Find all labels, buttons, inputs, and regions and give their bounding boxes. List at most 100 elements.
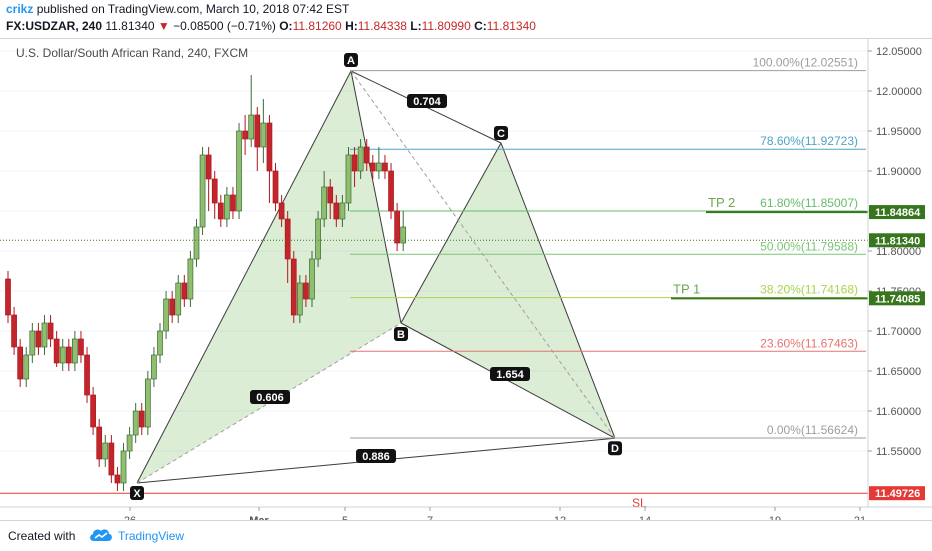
bullish-candle <box>296 282 303 316</box>
ratio-label: 1.654 <box>496 369 524 381</box>
tp1-label: TP 1 <box>673 281 700 296</box>
close-label: C: <box>474 19 487 33</box>
pattern-point-label: X <box>133 488 141 500</box>
y-tick-label: 12.05000 <box>876 46 922 58</box>
open-value: 11.81260 <box>292 19 342 33</box>
publish-line: crikz published on TradingView.com, Marc… <box>6 2 349 16</box>
bullish-candle <box>144 378 151 428</box>
bearish-candle <box>53 338 60 364</box>
header-divider <box>0 38 932 39</box>
ratio-label: 0.886 <box>362 451 390 463</box>
fib-level-label: 0.00%(11.56624) <box>767 423 858 437</box>
bearish-candle <box>114 474 121 484</box>
bullish-candle <box>41 322 48 348</box>
bearish-candle <box>181 282 188 300</box>
ratio-badge <box>407 94 447 108</box>
leg-xa <box>136 70 352 484</box>
bullish-candle <box>400 226 407 244</box>
bearish-candle <box>369 162 376 172</box>
pattern-point-label: C <box>497 128 505 140</box>
low-label: L: <box>410 19 422 33</box>
bullish-candle <box>315 218 321 260</box>
y-tick-label: 11.55000 <box>876 446 921 458</box>
bullish-candle <box>357 146 364 172</box>
pattern-point-label: B <box>397 329 405 341</box>
x-tick-label: 19 <box>769 515 781 520</box>
pattern-point-badge <box>130 486 144 500</box>
bullish-candle <box>120 450 127 484</box>
bullish-candle <box>102 442 109 460</box>
bearish-candle <box>11 314 17 348</box>
pattern-point-label: A <box>347 55 355 67</box>
bearish-candle <box>84 354 90 396</box>
pattern-point-badge <box>608 441 622 456</box>
bearish-candle <box>138 410 145 428</box>
bearish-candle <box>242 130 248 140</box>
bullish-candle <box>163 298 169 332</box>
y-tick-label: 11.70000 <box>876 326 921 338</box>
x-tick-label: 26 <box>124 515 136 520</box>
bearish-candle <box>78 338 84 356</box>
price-label-badge <box>869 233 925 248</box>
tradingview-cloud-icon <box>90 529 112 541</box>
bearish-candle <box>351 154 358 172</box>
bullish-candle <box>157 330 163 356</box>
bullish-candle <box>248 114 255 140</box>
tradingview-brand[interactable]: TradingView <box>118 529 185 543</box>
bearish-candle <box>394 210 400 244</box>
bearish-candle <box>278 202 285 220</box>
price-label-text: 11.49726 <box>875 488 920 500</box>
bullish-candle <box>199 154 206 228</box>
high-label: H: <box>345 19 358 33</box>
ratio-label: 0.606 <box>256 392 284 404</box>
bullish-candle <box>193 226 200 260</box>
bullish-candle <box>59 346 66 364</box>
ratio-label: 0.704 <box>413 96 441 108</box>
bearish-candle <box>272 170 279 204</box>
open-label: O: <box>279 19 293 33</box>
bearish-candle <box>96 426 103 460</box>
price-label-badge <box>869 205 925 220</box>
change-value: −0.08500 (−0.71%) <box>173 19 276 33</box>
x-tick-label: 7 <box>427 515 433 520</box>
bearish-candle <box>65 346 72 364</box>
symbol-label: FX:USDZAR, 240 <box>6 19 103 33</box>
bullish-candle <box>151 354 157 380</box>
bearish-candle <box>382 162 388 172</box>
price-label-text: 11.81340 <box>875 235 920 247</box>
bullish-candle <box>321 186 328 220</box>
created-with-label: Created with <box>8 529 76 543</box>
footer: Created with TradingView <box>0 520 932 551</box>
bearish-candle <box>303 282 309 300</box>
x-tick-label: 12 <box>554 515 566 520</box>
pattern-point-badge <box>344 53 358 67</box>
pattern-point-badge <box>494 126 508 140</box>
price-label-badge <box>869 291 925 306</box>
y-tick-label: 12.00000 <box>876 86 922 98</box>
bullish-candle <box>23 354 30 380</box>
close-value: 11.81340 <box>486 19 536 33</box>
bullish-candle <box>187 258 194 300</box>
bullish-candle <box>126 434 133 452</box>
fib-level-label: 100.00%(12.02551) <box>753 56 858 70</box>
bullish-candle <box>339 202 346 220</box>
published-text: published on TradingView.com, March 10, … <box>36 2 350 16</box>
bullish-candle <box>376 162 382 172</box>
bearish-candle <box>284 218 291 260</box>
fib-level-label: 38.20%(11.74168) <box>760 283 858 297</box>
bearish-candle <box>35 330 42 348</box>
bearish-candle <box>254 114 261 148</box>
bearish-candle <box>363 146 370 164</box>
bullish-candle <box>260 122 267 148</box>
bearish-candle <box>90 394 96 428</box>
fib-level-label: 78.60%(11.92723) <box>760 134 858 148</box>
price-chart[interactable]: 100.00%(12.02551) 78.60%(11.92723) 61.80%(… <box>0 39 932 520</box>
bullish-candle <box>309 258 315 300</box>
chart-title: U.S. Dollar/South African Rand, 240, FXC… <box>16 46 248 60</box>
ratio-badge <box>250 390 290 404</box>
ratio-badge <box>490 367 530 381</box>
author-name[interactable]: crikz <box>6 2 34 16</box>
pattern-triangle-bcd <box>401 143 615 439</box>
low-value: 11.80990 <box>421 19 471 33</box>
bullish-candle <box>236 130 242 212</box>
